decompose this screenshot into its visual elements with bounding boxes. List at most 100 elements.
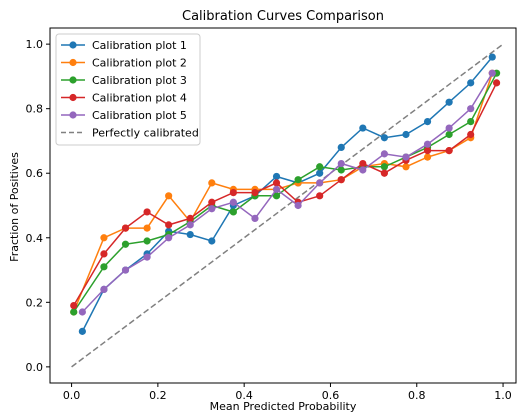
data-point	[488, 69, 496, 77]
data-point	[186, 221, 194, 229]
data-point	[70, 301, 78, 310]
y-tick-label: 0.0	[26, 361, 44, 374]
legend-marker	[69, 111, 77, 119]
data-point	[445, 130, 453, 139]
data-point	[208, 198, 216, 206]
series-line	[81, 56, 493, 332]
data-point	[423, 147, 432, 155]
data-point	[445, 98, 453, 106]
data-point	[380, 169, 388, 177]
y-tick-label: 1.0	[26, 38, 44, 51]
x-axis-ticks: 0.0 0.2 0.4 0.6 0.8 1.0	[63, 383, 512, 402]
series-line	[73, 72, 498, 313]
data-point	[467, 130, 475, 139]
data-point	[316, 179, 324, 187]
data-point	[467, 79, 475, 87]
data-point	[165, 192, 173, 200]
data-point	[229, 198, 237, 206]
data-point	[272, 179, 281, 187]
data-point	[294, 201, 302, 210]
series-line	[73, 72, 494, 313]
data-point	[423, 140, 432, 148]
data-point	[294, 176, 302, 184]
data-point	[78, 308, 86, 316]
series-4	[70, 79, 501, 310]
x-tick-label: 0.0	[63, 389, 81, 402]
y-axis-label: Fraction of Positives	[8, 152, 21, 262]
data-point	[402, 130, 410, 139]
x-tick-label: 0.4	[235, 389, 253, 402]
data-point	[121, 240, 130, 248]
legend-marker	[69, 58, 77, 67]
x-tick-label: 0.6	[322, 389, 340, 402]
series-line	[81, 72, 493, 313]
data-point	[359, 159, 367, 168]
data-point	[100, 285, 108, 294]
data-point	[229, 188, 237, 197]
y-tick-label: 0.2	[26, 296, 44, 309]
data-point	[380, 163, 388, 171]
data-point	[208, 179, 216, 187]
y-tick-label: 0.6	[26, 167, 44, 180]
x-tick-label: 0.2	[149, 389, 167, 402]
series-line	[73, 82, 498, 306]
legend-label: Perfectly calibrated	[92, 127, 199, 140]
data-point	[100, 263, 108, 271]
legend-label: Calibration plot 1	[92, 39, 187, 52]
data-point	[186, 230, 194, 239]
data-point	[272, 192, 281, 200]
data-point	[121, 224, 130, 232]
data-point	[488, 53, 496, 61]
data-point	[380, 134, 388, 142]
legend-marker	[69, 76, 77, 84]
data-point	[165, 234, 173, 242]
data-point	[423, 117, 432, 126]
data-point	[272, 185, 281, 193]
data-point	[229, 208, 237, 216]
data-point	[423, 153, 432, 161]
data-point	[337, 176, 345, 184]
data-point	[359, 166, 367, 174]
data-point	[316, 163, 324, 171]
series-5	[78, 69, 496, 316]
data-point	[208, 237, 216, 245]
data-point	[143, 224, 151, 232]
y-tick-label: 0.8	[26, 103, 44, 116]
x-axis-label: Mean Predicted Probability	[210, 400, 357, 413]
data-point	[100, 234, 108, 242]
legend-label: Calibration plot 4	[92, 92, 187, 105]
legend-label: Calibration plot 3	[92, 74, 187, 87]
data-point	[402, 163, 410, 171]
y-axis-ticks: 0.0 0.2 0.4 0.6 0.8 1.0	[26, 38, 50, 374]
data-point	[445, 147, 453, 155]
data-point	[402, 153, 410, 161]
legend-box	[55, 33, 201, 146]
data-point	[316, 192, 324, 200]
data-point	[143, 208, 151, 216]
data-point	[70, 308, 78, 316]
legend-marker	[69, 41, 77, 49]
series-layer	[70, 53, 501, 335]
chart-title: Calibration Curves Comparison	[182, 9, 384, 24]
data-point	[121, 266, 130, 274]
data-point	[143, 253, 151, 261]
data-point	[337, 143, 345, 152]
data-point	[337, 166, 345, 174]
data-point	[272, 172, 281, 181]
data-point	[467, 117, 475, 126]
y-tick-label: 0.4	[26, 232, 44, 245]
data-point	[78, 327, 86, 335]
x-tick-label: 1.0	[494, 389, 512, 402]
data-point	[251, 188, 259, 197]
data-point	[100, 250, 108, 258]
data-point	[251, 214, 259, 223]
plot-border	[49, 27, 517, 384]
legend-marker	[69, 93, 77, 102]
data-point	[380, 150, 388, 158]
legend: Calibration plot 1 Calibration plot 2 Cali…	[55, 33, 201, 146]
x-tick-label: 0.8	[408, 389, 426, 402]
data-point	[316, 169, 324, 177]
data-point	[208, 205, 216, 213]
data-point	[492, 79, 501, 87]
